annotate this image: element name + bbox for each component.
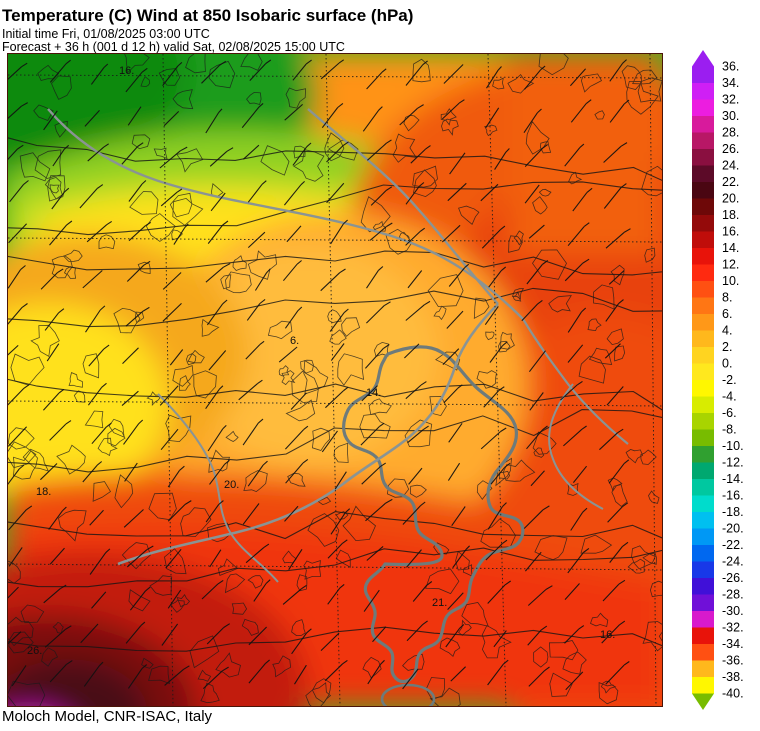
- svg-text:6.: 6.: [722, 307, 732, 321]
- svg-text:26.: 26.: [722, 142, 739, 156]
- svg-text:-18.: -18.: [722, 505, 744, 519]
- svg-text:18.: 18.: [36, 486, 51, 498]
- svg-text:12.: 12.: [722, 258, 739, 272]
- svg-text:-26.: -26.: [722, 571, 744, 585]
- svg-text:26.: 26.: [27, 645, 42, 657]
- svg-text:-2.: -2.: [722, 373, 737, 387]
- svg-text:6.: 6.: [290, 335, 299, 347]
- svg-text:-4.: -4.: [722, 390, 737, 404]
- svg-text:-28.: -28.: [722, 588, 744, 602]
- svg-text:28.: 28.: [722, 126, 739, 140]
- svg-text:8.: 8.: [722, 291, 732, 305]
- svg-text:-14.: -14.: [722, 472, 744, 486]
- svg-text:-30.: -30.: [722, 604, 744, 618]
- svg-text:20.: 20.: [224, 479, 239, 491]
- svg-text:10.: 10.: [722, 274, 739, 288]
- svg-text:-38.: -38.: [722, 670, 744, 684]
- svg-text:20.: 20.: [722, 192, 739, 206]
- svg-text:14.: 14.: [366, 387, 381, 399]
- svg-text:-22.: -22.: [722, 538, 744, 552]
- svg-text:18.: 18.: [722, 208, 739, 222]
- svg-text:-16.: -16.: [722, 489, 744, 503]
- svg-text:-8.: -8.: [722, 423, 737, 437]
- svg-text:-40.: -40.: [722, 687, 744, 701]
- svg-text:-36.: -36.: [722, 654, 744, 668]
- svg-text:21.: 21.: [432, 597, 447, 609]
- svg-text:-6.: -6.: [722, 406, 737, 420]
- svg-text:-32.: -32.: [722, 621, 744, 635]
- svg-text:16.: 16.: [600, 629, 615, 641]
- svg-text:16.: 16.: [722, 225, 739, 239]
- svg-text:0.: 0.: [722, 357, 732, 371]
- svg-text:-10.: -10.: [722, 439, 744, 453]
- svg-text:32.: 32.: [722, 93, 739, 107]
- svg-text:-20.: -20.: [722, 522, 744, 536]
- svg-text:-12.: -12.: [722, 456, 744, 470]
- svg-text:30.: 30.: [722, 109, 739, 123]
- svg-text:4.: 4.: [722, 324, 732, 338]
- svg-text:36.: 36.: [722, 60, 739, 74]
- svg-text:2.: 2.: [722, 340, 732, 354]
- svg-text:-24.: -24.: [722, 555, 744, 569]
- svg-text:14.: 14.: [722, 241, 739, 255]
- svg-text:22.: 22.: [722, 175, 739, 189]
- svg-text:34.: 34.: [722, 76, 739, 90]
- svg-text:24.: 24.: [722, 159, 739, 173]
- svg-text:-34.: -34.: [722, 637, 744, 651]
